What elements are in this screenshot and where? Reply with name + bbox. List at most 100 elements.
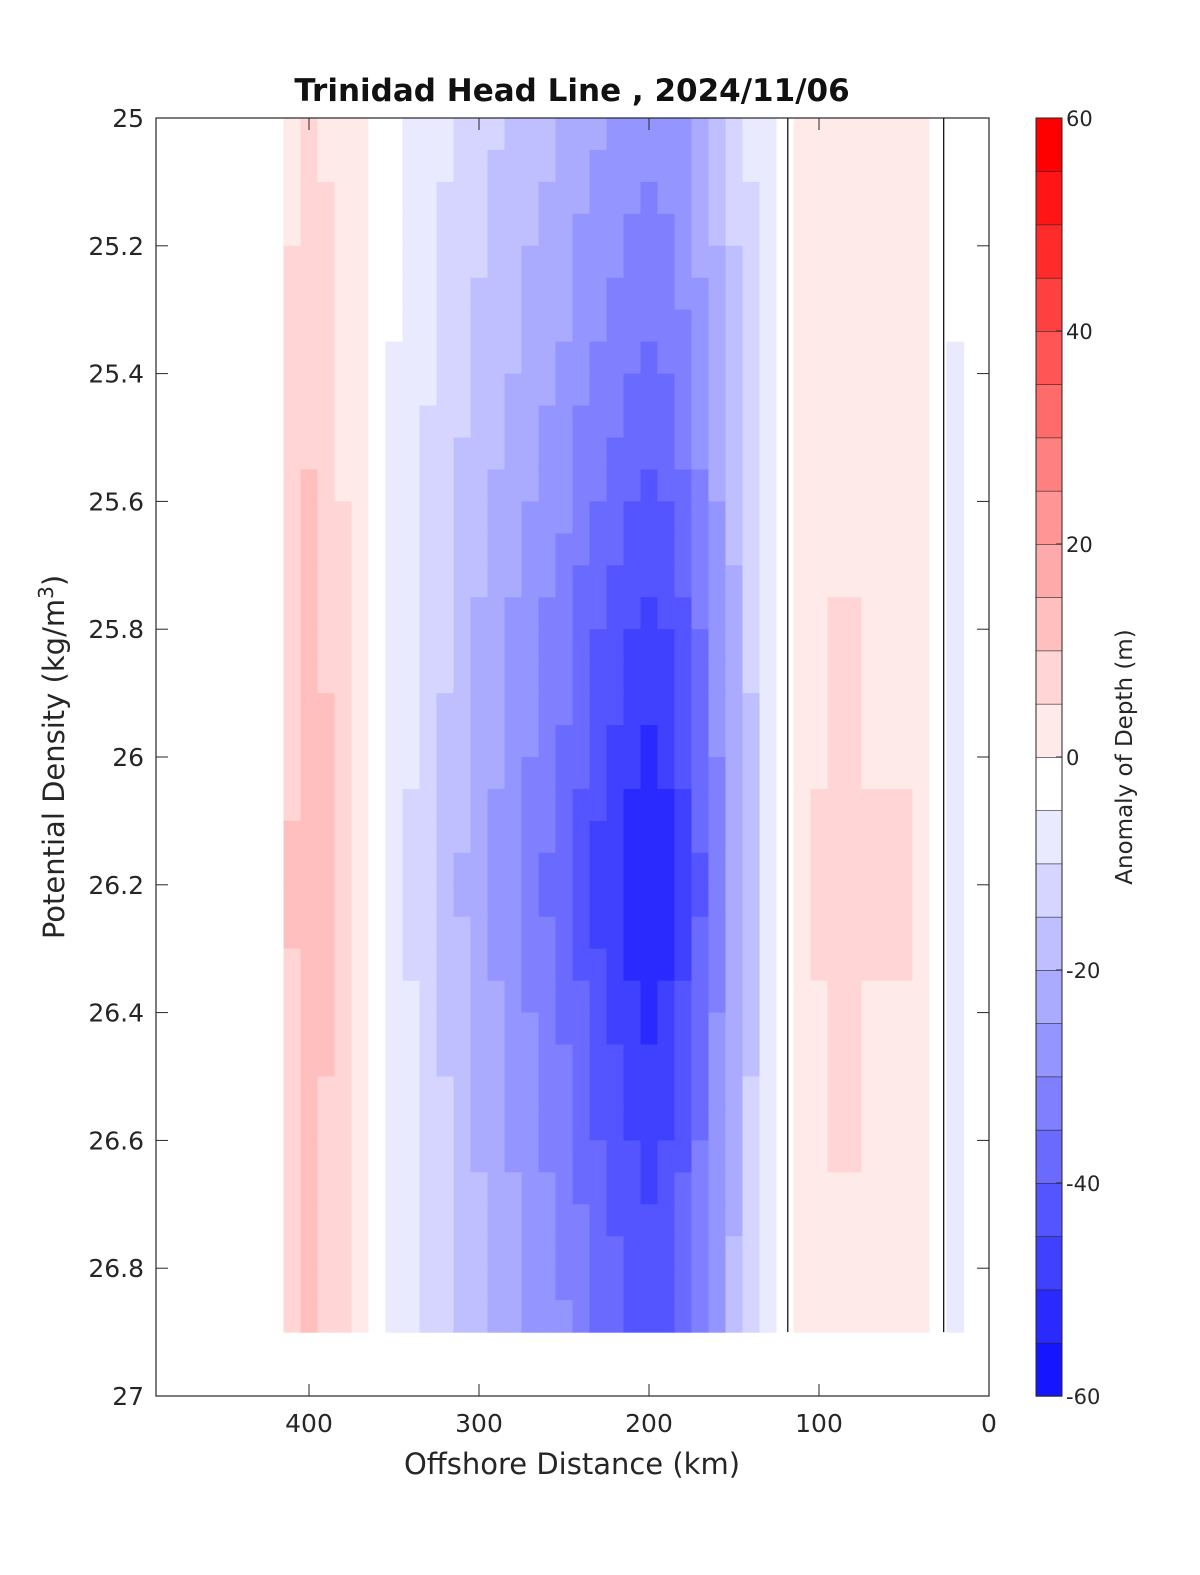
contour-cell — [453, 245, 472, 279]
contour-cell — [691, 341, 710, 375]
contour-cell — [623, 661, 642, 694]
contour-cell — [487, 1300, 506, 1333]
contour-cell — [283, 1268, 302, 1301]
contour-cell — [895, 1300, 914, 1333]
contour-cell — [538, 373, 557, 407]
contour-cell — [674, 118, 693, 151]
contour-cell — [640, 373, 659, 407]
colorbar-swatch — [1035, 490, 1063, 545]
contour-cell — [844, 437, 863, 471]
contour-cell — [691, 469, 710, 502]
contour-cell — [793, 469, 812, 502]
contour-cell — [300, 118, 319, 151]
contour-cell — [759, 597, 778, 630]
contour-cell — [385, 469, 404, 502]
contour-cell — [589, 373, 608, 407]
contour-cell — [555, 884, 574, 918]
contour-cell — [640, 1108, 659, 1141]
contour-cell — [810, 1204, 829, 1237]
contour-cell — [929, 1012, 948, 1046]
contour-cell — [793, 1172, 812, 1205]
contour-cell — [283, 1076, 302, 1110]
contour-cell — [776, 437, 795, 471]
contour-cell — [912, 277, 931, 311]
contour-cell — [283, 852, 302, 886]
contour-cell — [725, 309, 744, 343]
contour-cell — [470, 373, 489, 407]
contour-cell — [436, 1108, 455, 1141]
contour-cell — [895, 118, 914, 151]
contour-cell — [470, 820, 489, 854]
contour-cell — [538, 916, 557, 950]
contour-cell — [742, 1172, 761, 1205]
contour-cell — [674, 1044, 693, 1078]
contour-cell — [487, 1204, 506, 1237]
contour-cell — [334, 149, 353, 183]
contour-cell — [946, 788, 965, 822]
contour-cell — [929, 309, 948, 343]
contour-cell — [419, 309, 438, 343]
y-tick-label: 25.8 — [88, 615, 144, 644]
contour-cell — [317, 852, 336, 886]
contour-cell — [793, 820, 812, 854]
contour-cell — [385, 916, 404, 950]
contour-cell — [878, 213, 897, 247]
contour-cell — [827, 149, 846, 183]
contour-cell — [708, 437, 727, 471]
contour-cell — [878, 405, 897, 439]
contour-cell — [657, 725, 676, 758]
contour-cell — [929, 629, 948, 662]
contour-cell — [521, 1044, 540, 1078]
contour-cell — [691, 1076, 710, 1110]
contour-cell — [623, 1204, 642, 1237]
contour-cell — [657, 373, 676, 407]
contour-cell — [589, 884, 608, 918]
contour-cell — [317, 501, 336, 534]
contour-cell — [929, 341, 948, 375]
contour-cell — [402, 757, 421, 790]
contour-cell — [538, 501, 557, 534]
contour-cell — [861, 149, 880, 183]
contour-cell — [504, 1012, 523, 1046]
colorbar-swatch — [1035, 1289, 1063, 1344]
contour-cell — [283, 1140, 302, 1173]
contour-cell — [368, 213, 387, 247]
contour-cell — [572, 693, 591, 726]
contour-cell — [572, 1140, 591, 1173]
contour-cell — [300, 1140, 319, 1173]
contour-cell — [385, 1140, 404, 1173]
contour-cell — [504, 405, 523, 439]
contour-cell — [640, 533, 659, 566]
contour-cell — [929, 597, 948, 630]
contour-cell — [368, 277, 387, 311]
contour-cell — [453, 1236, 472, 1269]
contour-cell — [776, 980, 795, 1014]
contour-cell — [521, 629, 540, 662]
contour-cell — [827, 533, 846, 566]
contour-cell — [436, 437, 455, 471]
contour-cell — [572, 245, 591, 279]
contour-cell — [674, 597, 693, 630]
contour-cell — [878, 533, 897, 566]
contour-cell — [657, 820, 676, 854]
contour-cell — [708, 597, 727, 630]
contour-cell — [742, 948, 761, 982]
contour-cell — [504, 118, 523, 151]
contour-cell — [929, 1204, 948, 1237]
contour-cell — [810, 788, 829, 822]
contour-cell — [776, 852, 795, 886]
contour-cell — [572, 852, 591, 886]
contour-cell — [589, 469, 608, 502]
contour-cell — [861, 181, 880, 215]
contour-cell — [827, 693, 846, 726]
contour-cell — [844, 213, 863, 247]
contour-cell — [538, 1140, 557, 1173]
contour-cell — [912, 1300, 931, 1333]
contour-cell — [878, 597, 897, 630]
contour-cell — [776, 757, 795, 790]
contour-cell — [844, 405, 863, 439]
contour-cell — [827, 277, 846, 311]
contour-cell — [453, 1268, 472, 1301]
contour-cell — [453, 820, 472, 854]
contour-cell — [521, 1076, 540, 1110]
